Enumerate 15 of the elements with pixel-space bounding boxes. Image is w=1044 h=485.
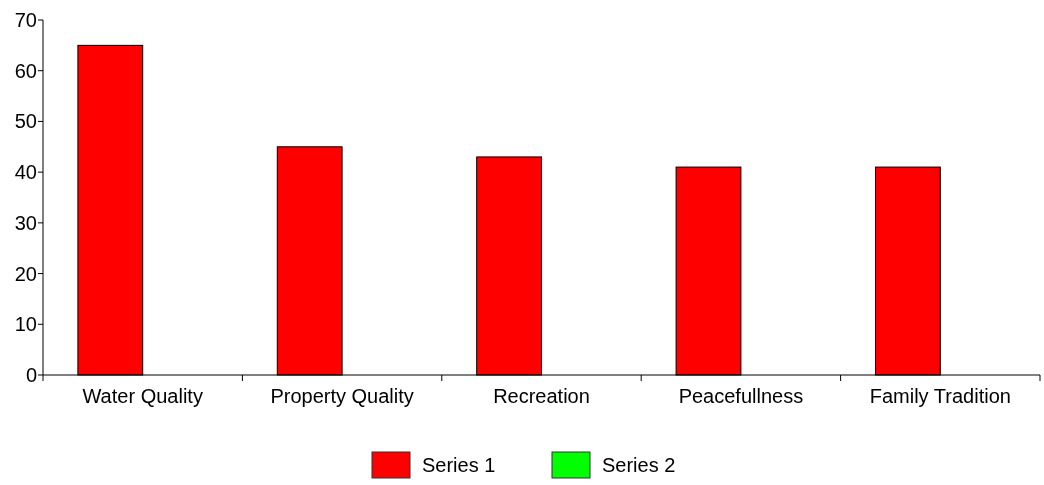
y-tick-label: 10	[14, 313, 37, 336]
x-tick-label: Property Quality	[270, 385, 414, 407]
y-tick-label: 60	[14, 59, 37, 82]
x-tick-label: Family Tradition	[869, 385, 1011, 407]
y-tick-label: 50	[14, 110, 37, 133]
y-tick-label: 70	[14, 9, 37, 31]
y-tick-label: 20	[14, 262, 37, 285]
legend-label: Series 2	[602, 454, 676, 476]
y-tick-label: 0	[25, 364, 37, 386]
x-tick-label: Water Quality	[82, 385, 203, 407]
x-tick-label: Recreation	[493, 385, 590, 407]
legend-label: Series 1	[422, 454, 496, 476]
y-tick-label: 30	[14, 211, 37, 234]
x-tick-label: Peacefullness	[678, 385, 804, 407]
y-tick-label: 40	[14, 161, 37, 184]
